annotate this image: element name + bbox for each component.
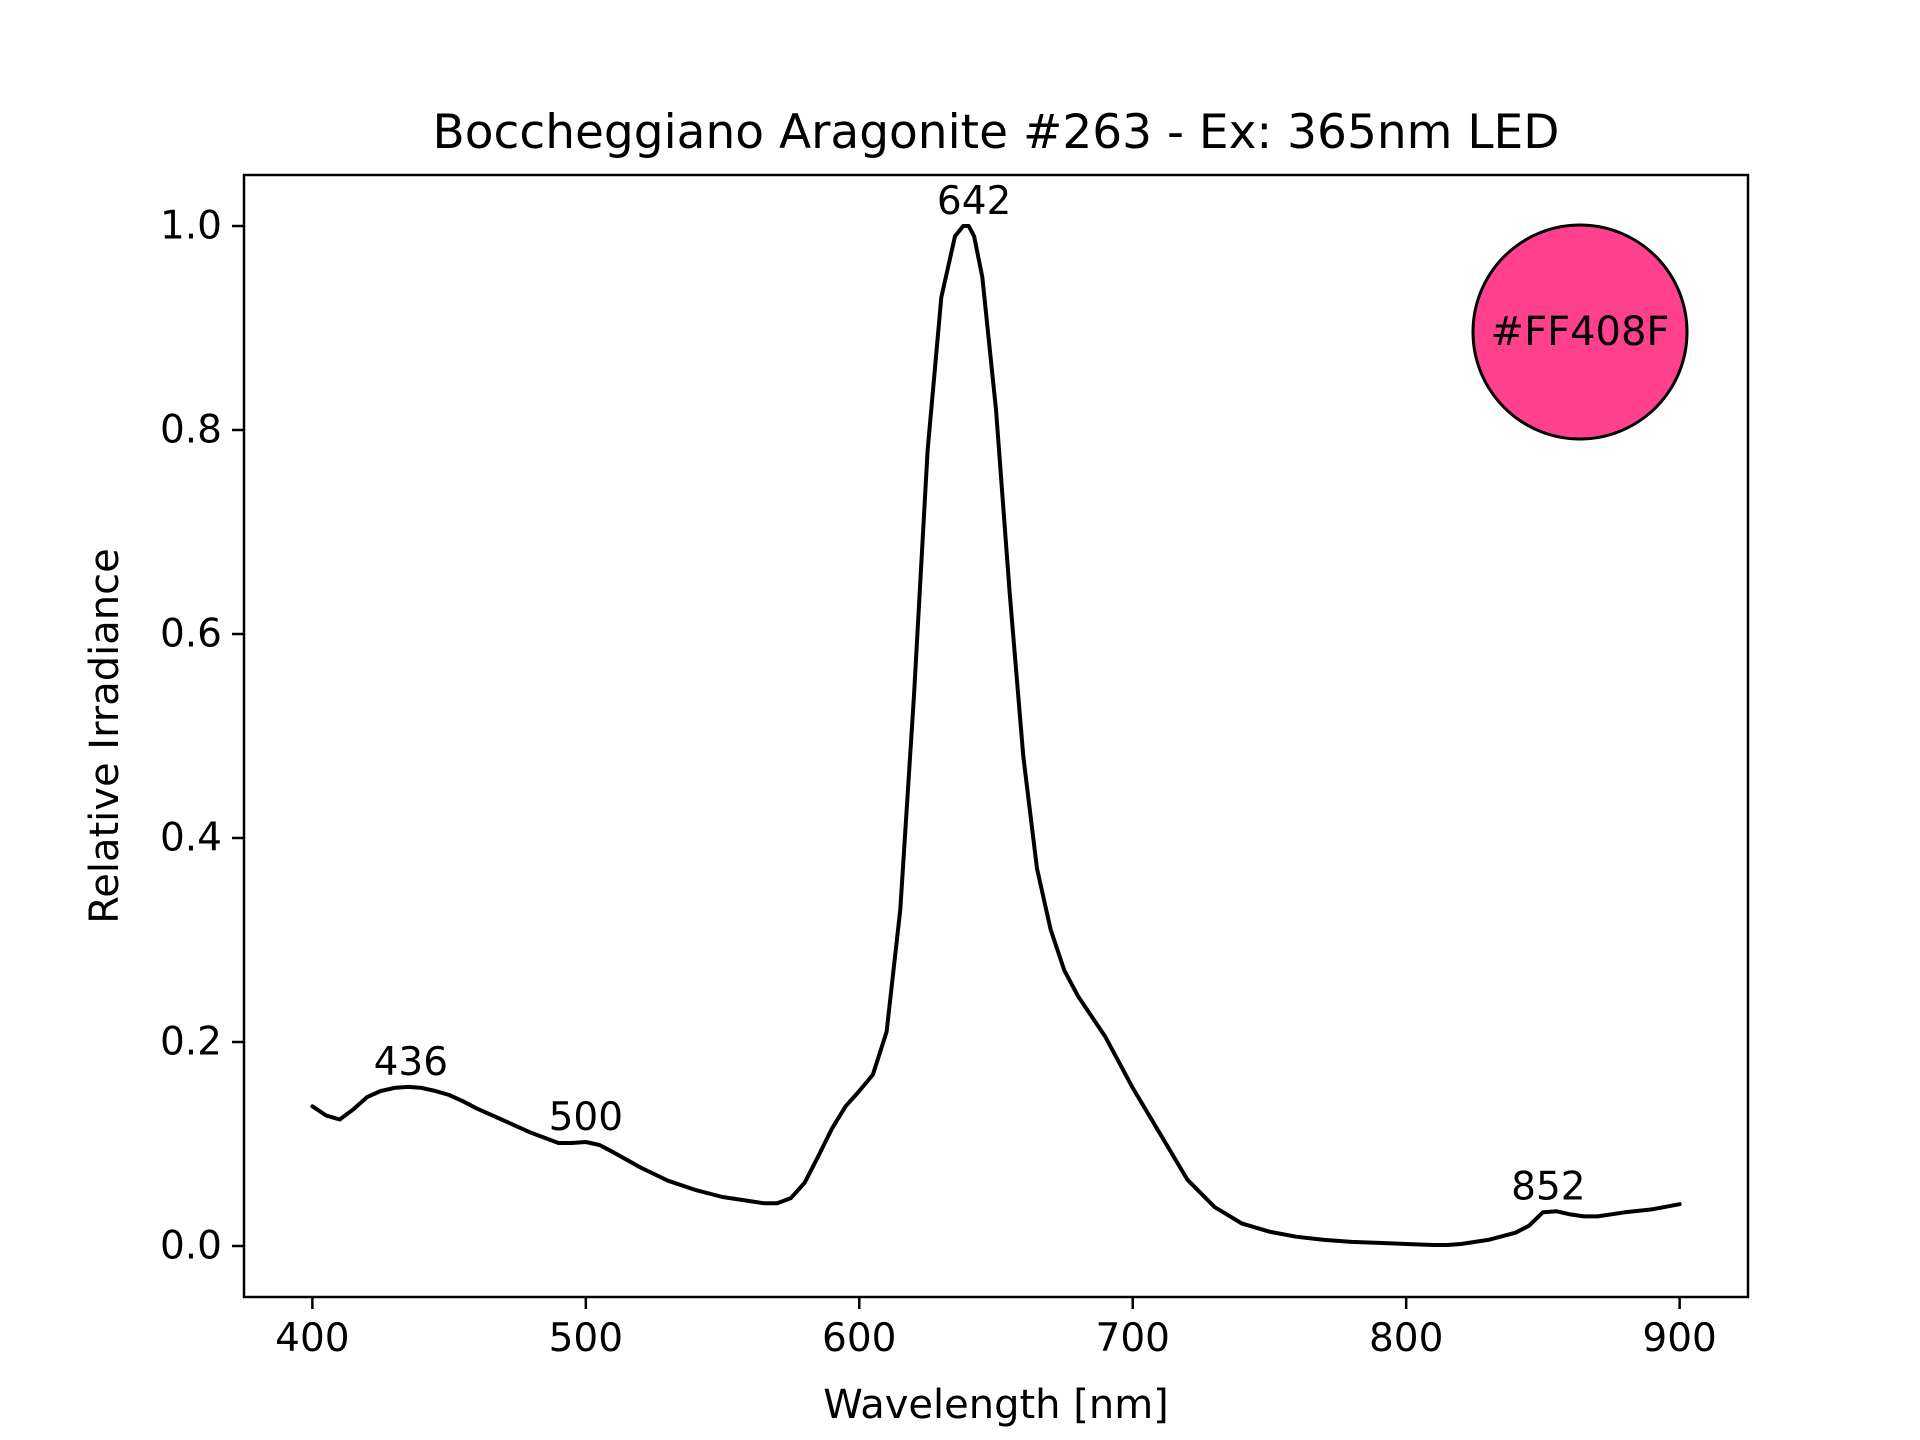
y-axis-ticks: 0.0 0.2 0.4 0.6 0.8 1.0 bbox=[160, 204, 244, 1269]
x-tick-label: 800 bbox=[1369, 1316, 1443, 1361]
y-axis-label: Relative Irradiance bbox=[82, 548, 128, 924]
x-tick-label: 900 bbox=[1642, 1316, 1716, 1361]
color-swatch-label: #FF408F bbox=[1491, 309, 1670, 355]
y-tick-label: 0.0 bbox=[160, 1224, 222, 1269]
plot-frame bbox=[242, 173, 1750, 1299]
y-tick-label: 0.2 bbox=[160, 1020, 222, 1065]
color-swatch-circle bbox=[1471, 223, 1689, 441]
peak-labels: 436 500 642 852 bbox=[374, 179, 1586, 1209]
x-axis-label: Wavelength [nm] bbox=[823, 1382, 1169, 1428]
x-tick-label: 500 bbox=[549, 1316, 623, 1361]
y-tick-label: 0.4 bbox=[160, 816, 222, 861]
chart-title: Boccheggiano Aragonite #263 - Ex: 365nm … bbox=[433, 105, 1560, 160]
y-tick-label: 0.8 bbox=[160, 408, 222, 453]
x-tick-label: 400 bbox=[275, 1316, 349, 1361]
x-axis-ticks: 400 500 600 700 800 900 bbox=[275, 1297, 1717, 1361]
y-tick-label: 1.0 bbox=[160, 204, 222, 249]
peak-label: 852 bbox=[1511, 1164, 1585, 1209]
spectrum-line bbox=[310, 224, 1682, 1247]
color-swatch: #FF408F bbox=[1471, 223, 1689, 441]
peak-label: 642 bbox=[937, 179, 1011, 224]
x-tick-label: 600 bbox=[822, 1316, 896, 1361]
x-tick-label: 700 bbox=[1096, 1316, 1170, 1361]
y-tick-label: 0.6 bbox=[160, 612, 222, 657]
peak-label: 436 bbox=[374, 1040, 448, 1085]
peak-label: 500 bbox=[549, 1095, 623, 1140]
